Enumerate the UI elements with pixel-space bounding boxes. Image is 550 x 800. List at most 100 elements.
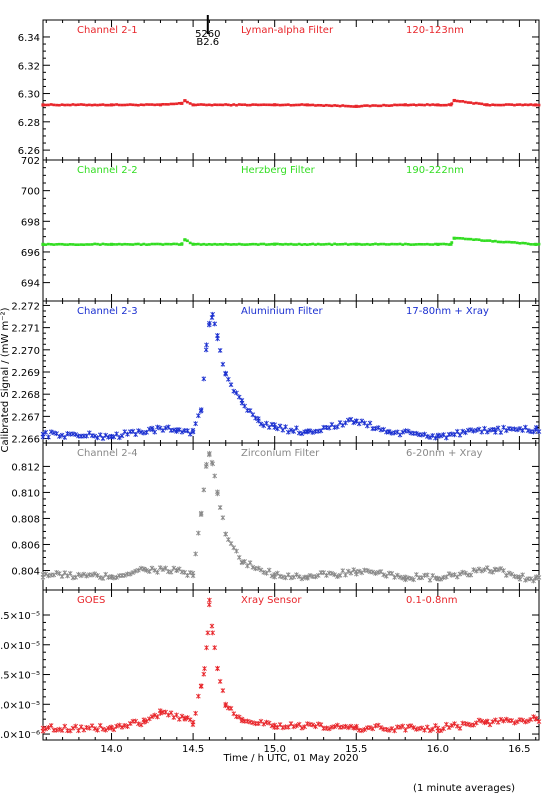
- data-point: [43, 726, 49, 732]
- data-point: [430, 726, 436, 732]
- data-point: [262, 103, 266, 106]
- data-point: [73, 432, 79, 438]
- data-point: [180, 101, 184, 105]
- data-point: [239, 716, 245, 722]
- data-point: [435, 725, 441, 731]
- data-point: [518, 242, 522, 245]
- band-label: 17-80nm + Xray: [406, 306, 489, 317]
- data-point: [272, 571, 278, 577]
- data-point: [70, 725, 76, 731]
- data-point: [357, 105, 361, 108]
- data-point: [163, 425, 168, 431]
- data-point: [220, 361, 226, 367]
- data-point: [338, 243, 342, 246]
- data-point: [168, 569, 174, 575]
- data-point: [387, 243, 391, 246]
- data-point: [319, 104, 323, 107]
- data-point: [503, 716, 509, 722]
- data-point: [261, 721, 267, 727]
- data-point: [464, 100, 467, 104]
- data-point: [300, 243, 304, 247]
- data-point: [447, 103, 451, 106]
- data-point: [532, 103, 535, 107]
- data-point: [267, 243, 271, 246]
- data-point: [501, 568, 506, 574]
- data-point: [221, 103, 225, 107]
- data-point: [223, 701, 229, 707]
- data-point: [234, 548, 239, 554]
- data-point: [217, 347, 223, 353]
- data-point: [521, 103, 525, 107]
- data-point: [471, 428, 476, 434]
- data-point: [338, 104, 342, 108]
- data-point: [134, 103, 138, 107]
- data-point: [352, 105, 356, 108]
- data-point: [196, 242, 200, 246]
- data-point: [349, 105, 353, 108]
- x-axis-label: Time / h UTC, 01 May 2020: [222, 753, 358, 764]
- x-tick-label: 14.5: [182, 744, 204, 755]
- data-point: [423, 103, 426, 107]
- data-point: [169, 242, 173, 246]
- y-tick-label: 2.0×10⁻⁵: [0, 641, 40, 652]
- data-point: [93, 103, 97, 107]
- data-point: [87, 103, 91, 107]
- data-point: [454, 428, 460, 434]
- data-point: [403, 103, 407, 107]
- data-point: [255, 565, 261, 571]
- data-point: [183, 238, 187, 242]
- data-point: [44, 243, 48, 246]
- y-tick-label: 2.268: [11, 390, 40, 401]
- data-point: [479, 718, 485, 724]
- data-point: [411, 725, 416, 731]
- data-point: [85, 103, 89, 107]
- data-point: [419, 575, 425, 581]
- data-point: [447, 243, 451, 246]
- data-point: [250, 412, 256, 418]
- data-point: [109, 103, 114, 107]
- data-point: [468, 427, 474, 433]
- data-point: [210, 630, 216, 636]
- data-point: [374, 242, 377, 246]
- data-point: [264, 420, 269, 426]
- data-point: [100, 575, 106, 581]
- data-point: [311, 242, 315, 246]
- y-axis-label: Calibrated Signal / (mW m⁻²): [0, 307, 11, 452]
- data-point: [292, 243, 296, 246]
- data-point: [335, 574, 340, 580]
- data-series: [41, 236, 541, 247]
- data-point: [536, 429, 542, 435]
- data-point: [205, 243, 208, 246]
- data-point: [332, 572, 337, 578]
- data-point: [203, 347, 209, 353]
- data-point: [48, 429, 54, 435]
- x-tick-label: 15.5: [345, 744, 367, 755]
- data-point: [490, 719, 495, 725]
- data-point: [194, 242, 198, 246]
- data-point: [465, 721, 471, 727]
- data-point: [146, 568, 152, 574]
- data-point: [62, 723, 68, 729]
- data-point: [205, 103, 208, 107]
- data-point: [280, 725, 286, 731]
- data-point: [97, 722, 103, 728]
- data-point: [62, 434, 68, 440]
- data-point: [295, 103, 298, 107]
- data-point: [458, 100, 462, 103]
- data-point: [90, 243, 94, 246]
- data-point: [354, 104, 358, 108]
- data-point: [66, 243, 69, 246]
- data-point: [419, 432, 425, 438]
- data-point: [84, 573, 89, 579]
- data-point: [493, 239, 497, 243]
- y-tick-label: 2.271: [11, 324, 40, 335]
- data-point: [477, 238, 481, 242]
- panel-5: 5.0×10⁻⁶ 1.0×10⁻⁵ 1.5×10⁻⁵ 2.0×10⁻⁵ 2.5×10⁻⁵…: [0, 589, 542, 741]
- data-point: [139, 103, 143, 107]
- data-point: [281, 243, 285, 246]
- data-point: [514, 427, 520, 433]
- data-point: [191, 103, 195, 107]
- data-point: [436, 242, 440, 246]
- data-point: [469, 101, 473, 104]
- data-point: [245, 243, 249, 246]
